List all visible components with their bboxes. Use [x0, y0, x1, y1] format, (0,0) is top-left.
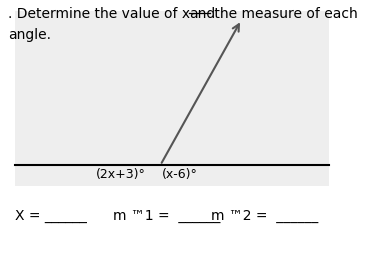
Text: the measure of each: the measure of each	[210, 7, 358, 21]
Text: and: and	[189, 7, 215, 21]
Text: m ™2 =  ______: m ™2 = ______	[211, 209, 318, 223]
Text: (2x+3)°: (2x+3)°	[96, 168, 146, 181]
Text: . Determine the value of x: . Determine the value of x	[8, 7, 195, 21]
Text: angle.: angle.	[8, 28, 51, 42]
FancyBboxPatch shape	[15, 11, 329, 186]
Text: m ™1 =  ______: m ™1 = ______	[113, 209, 220, 223]
Text: (x-6)°: (x-6)°	[162, 168, 198, 181]
Text: X = ______: X = ______	[15, 209, 87, 223]
